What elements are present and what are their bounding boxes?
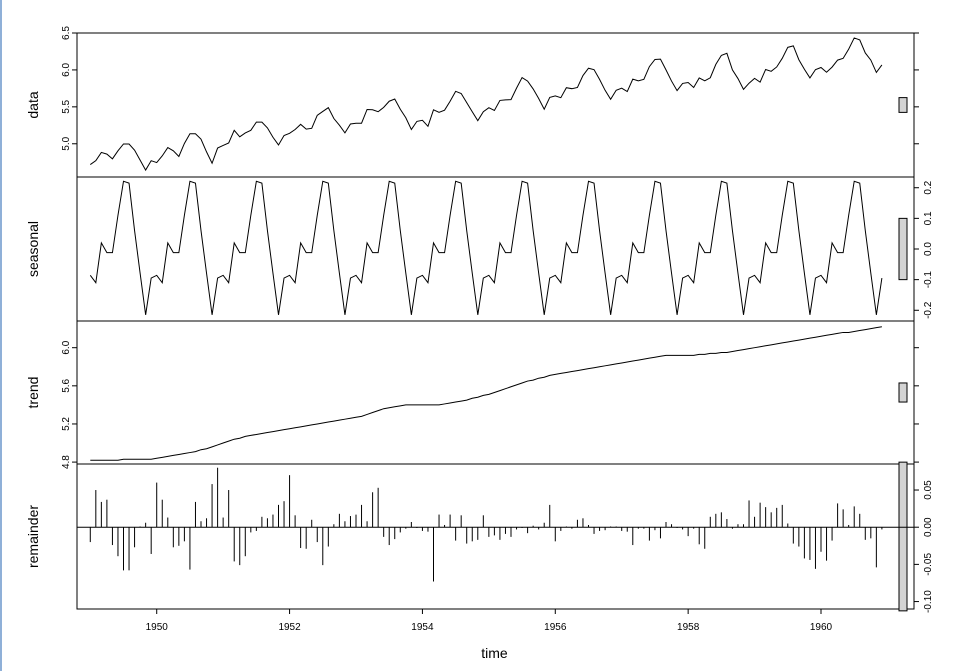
series-line-trend	[90, 326, 882, 461]
ytick-label-data-3: 6.5	[61, 26, 72, 40]
scale-bar-data	[898, 97, 908, 113]
ytick-label-seasonal-4: 0.2	[923, 180, 934, 194]
series-line-seasonal	[89, 180, 883, 315]
ytick-label-trend-0: 4.8	[61, 455, 72, 469]
ytick-label-remainder-1: -0.05	[923, 553, 934, 576]
ytick-label-seasonal-2: 0.0	[923, 242, 934, 256]
ytick-label-data-0: 5.0	[61, 136, 72, 150]
ytick-label-remainder-0: -0.10	[923, 590, 934, 613]
ylabel-seasonal: seasonal	[25, 221, 41, 277]
ytick-label-trend-2: 5.6	[61, 378, 72, 392]
xtick-label-2: 1954	[411, 622, 434, 633]
ytick-label-remainder-3: 0.05	[923, 480, 934, 500]
ytick-label-data-1: 5.5	[61, 99, 72, 113]
ytick-label-remainder-2: 0.00	[923, 517, 934, 537]
panel-frame-data	[76, 32, 915, 178]
window-left-border	[0, 0, 2, 671]
ytick-label-data-2: 6.0	[61, 63, 72, 77]
scale-bar-trend	[898, 382, 908, 403]
scale-bar-seasonal	[898, 217, 908, 281]
ytick-label-seasonal-0: -0.2	[923, 301, 934, 319]
ytick-label-seasonal-1: -0.1	[923, 271, 934, 289]
ylabel-trend: trend	[25, 377, 41, 409]
xtick-label-1: 1952	[278, 622, 301, 633]
ytick-label-trend-3: 6.0	[61, 340, 72, 354]
ylabel-remainder: remainder	[25, 505, 41, 568]
ytick-label-trend-1: 5.2	[61, 417, 72, 431]
panel-frame-remainder	[76, 463, 915, 610]
xtick-label-4: 1958	[677, 622, 700, 633]
xtick-label-5: 1960	[810, 622, 833, 633]
ytick-label-seasonal-3: 0.1	[923, 211, 934, 225]
ylabel-data: data	[25, 91, 41, 118]
series-line-data	[90, 37, 883, 172]
xlabel-time: time	[481, 645, 508, 661]
scale-bar-remainder	[898, 461, 908, 612]
xtick-label-0: 1950	[146, 622, 169, 633]
xtick-label-3: 1956	[544, 622, 567, 633]
panel-frame-seasonal	[76, 176, 915, 322]
